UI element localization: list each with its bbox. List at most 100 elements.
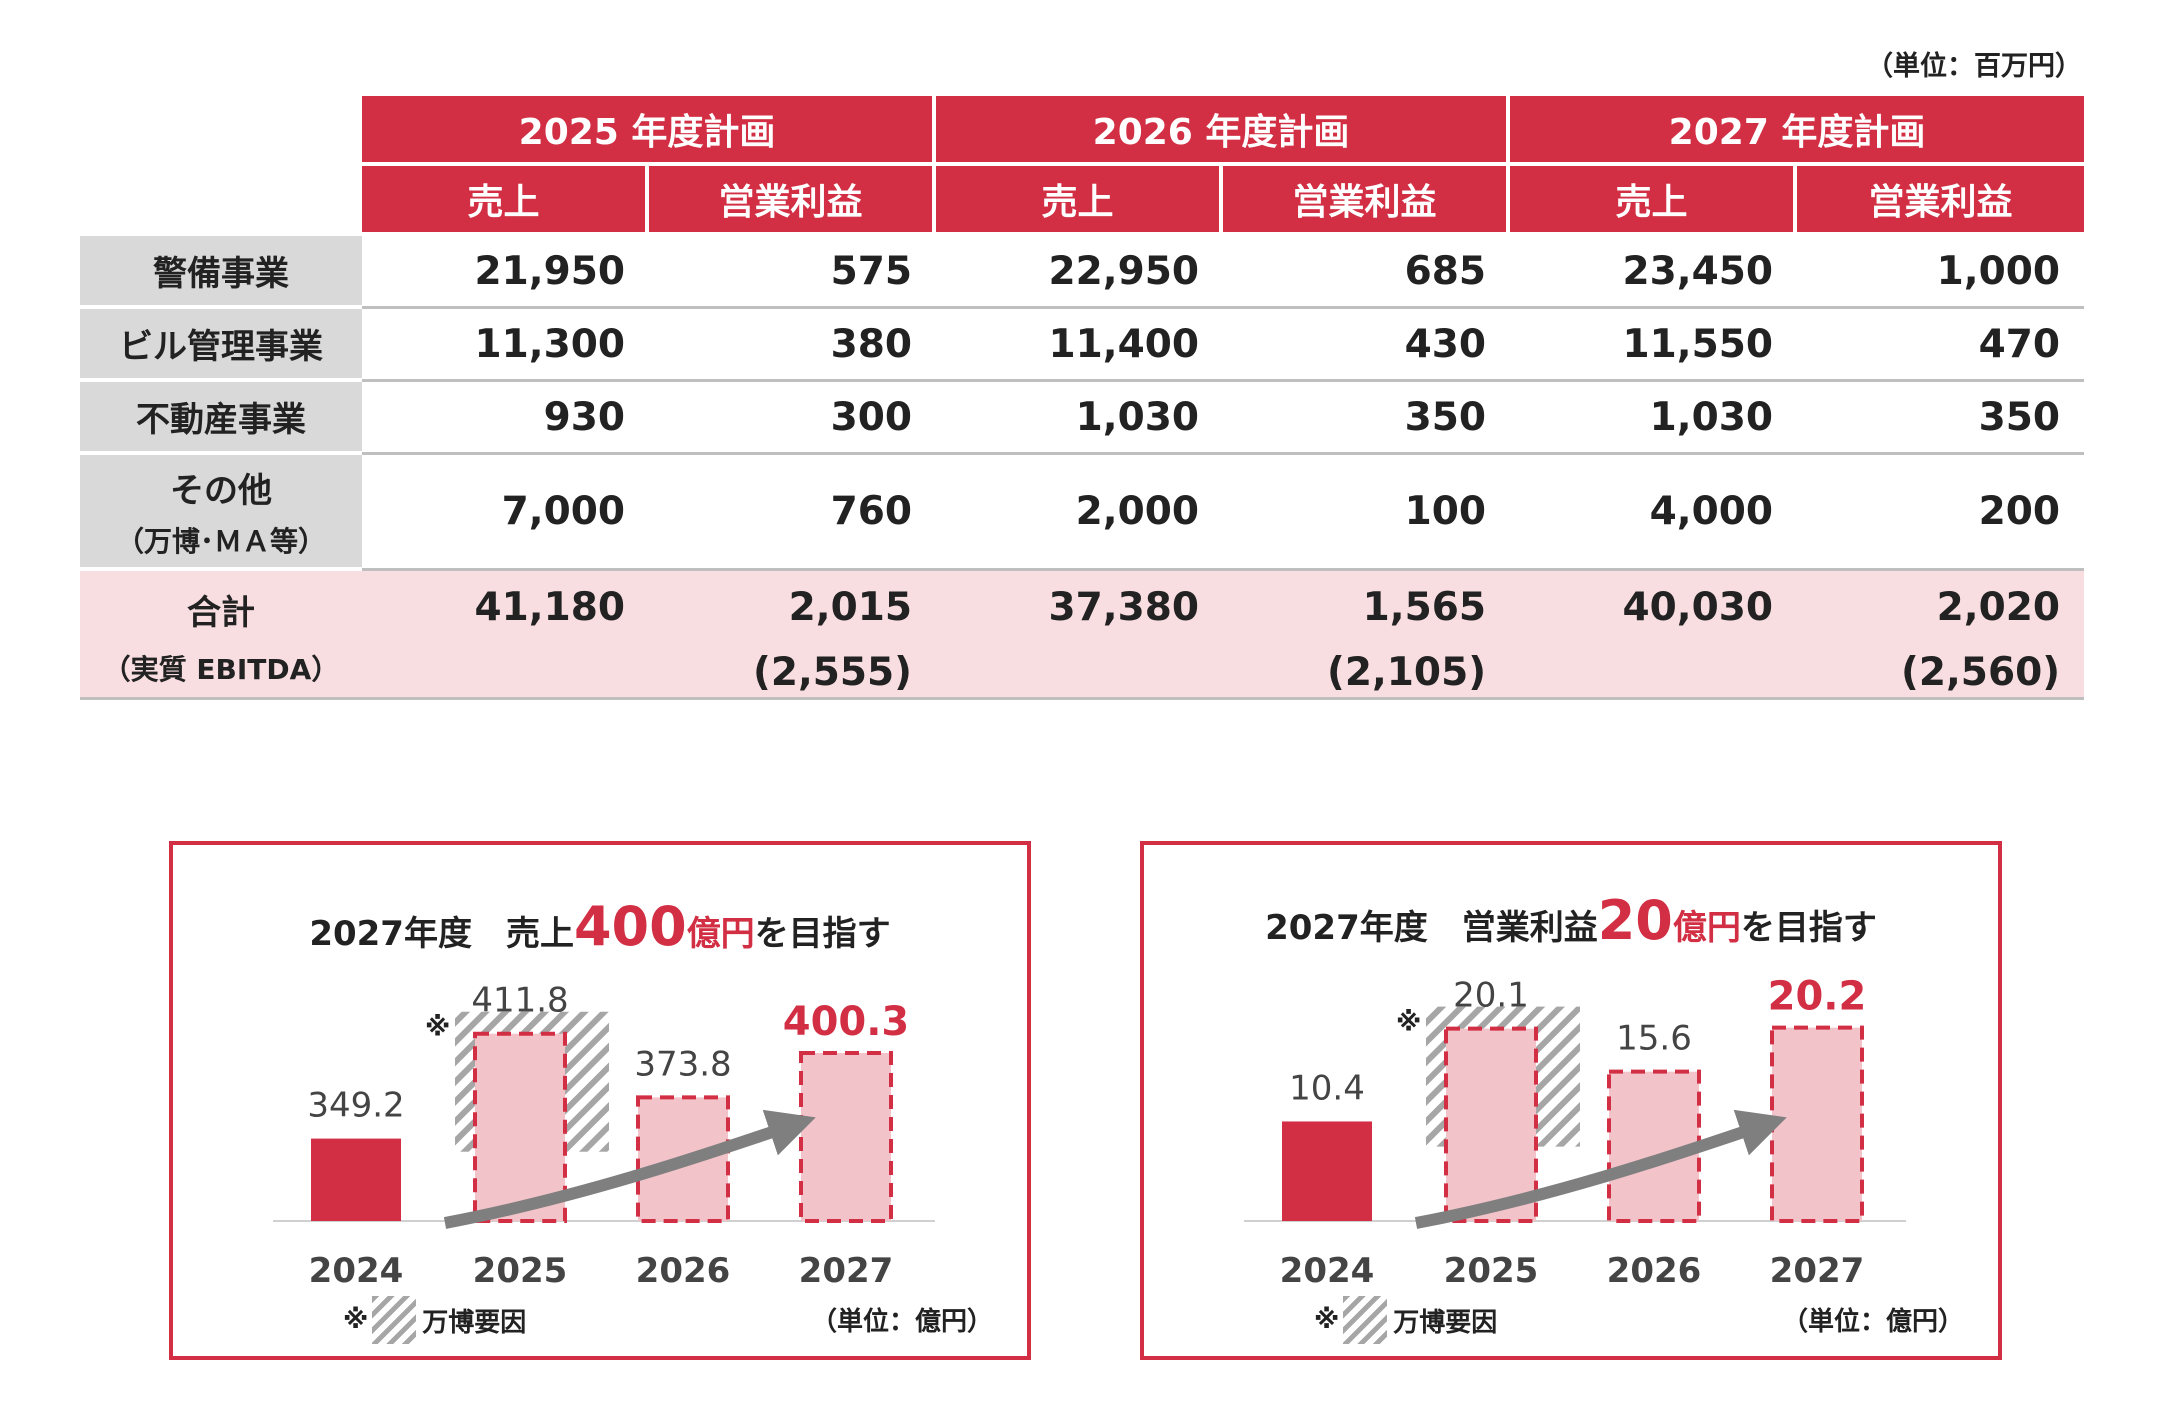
- expo-factor-mark: ※: [425, 1013, 450, 1043]
- year-header-row: 2025 年度計画 2026 年度計画 2027 年度計画: [80, 96, 2085, 166]
- sub-header: 営業利益: [1223, 166, 1511, 236]
- table-cell: 11,300: [362, 309, 649, 382]
- table-cell: 41,180: [362, 571, 649, 700]
- sub-header: 売上: [936, 166, 1224, 236]
- ebitda-value: (2,555): [753, 650, 913, 695]
- profit-chart-panel: 2027年度 営業利益20億円を目指す 10.4 2024 ※ 20.1 2025 15.…: [1140, 841, 2002, 1360]
- category-label: 2024: [309, 1251, 404, 1291]
- table-row: ビル管理事業 11,300 380 11,400 430 11,550 470: [80, 309, 2085, 382]
- table-cell: 100: [1223, 455, 1511, 571]
- table-cell: 37,380: [936, 571, 1224, 700]
- title-unit: 億円: [1672, 908, 1741, 948]
- category-label: 2024: [1280, 1251, 1375, 1291]
- total-row: 合計 （実質 EBITDA） 41,180 2,015 (2,555) 37,3…: [80, 571, 2085, 700]
- bar-plan: [473, 1031, 567, 1223]
- title-suffix: を目指す: [754, 914, 891, 954]
- table-cell: 1,000: [1797, 236, 2085, 309]
- bar-plan: [1770, 1025, 1864, 1223]
- year-header: 2027 年度計画: [1510, 96, 2085, 166]
- table-cell: 1,030: [1510, 382, 1798, 455]
- legend-mark: ※: [1314, 1305, 1340, 1335]
- category-label: 2026: [636, 1251, 731, 1291]
- sub-header: 売上: [362, 166, 649, 236]
- table-cell: 470: [1797, 309, 2085, 382]
- table-cell: 4,000: [1510, 455, 1798, 571]
- category-label: 2026: [1607, 1251, 1702, 1291]
- chart-unit: （単位：億円）: [810, 1307, 993, 1337]
- category-label: 2027: [799, 1251, 894, 1291]
- title-unit: 億円: [686, 914, 755, 954]
- table-cell: 200: [1797, 455, 2085, 571]
- unit-label: （単位：百万円）: [1866, 51, 2082, 82]
- legend-label: 万博要因: [1393, 1307, 1498, 1338]
- table-cell: 7,000: [362, 455, 649, 571]
- legend-mark: ※: [343, 1305, 369, 1335]
- row-label-sub: （実質 EBITDA）: [102, 653, 340, 686]
- ebitda-value: (2,105): [1327, 650, 1487, 695]
- chart-title: 2027年度 売上400億円を目指す: [173, 895, 1027, 958]
- row-label: 警備事業: [80, 236, 362, 309]
- row-label-sub: （万博･ＭＡ等）: [115, 524, 326, 558]
- sales-chart-panel: 2027年度 売上400億円を目指す 349.2 2024 ※ 411.8 2025 37…: [169, 841, 1031, 1360]
- category-label: 2025: [473, 1251, 568, 1291]
- table-cell: 23,450: [1510, 236, 1798, 309]
- table-cell: 2,015 (2,555): [649, 571, 937, 700]
- table-cell: 11,400: [936, 309, 1224, 382]
- table-cell: 380: [649, 309, 937, 382]
- bar-plan: [799, 1050, 893, 1223]
- table-cell: 430: [1223, 309, 1511, 382]
- table-cell: 1,565 (2,105): [1223, 571, 1511, 700]
- title-prefix: 2027年度 営業利益: [1265, 908, 1598, 948]
- sub-header-row: 売上 営業利益 売上 営業利益 売上 営業利益: [80, 166, 2085, 236]
- corner-cell: [80, 96, 362, 166]
- expo-factor-mark: ※: [1396, 1008, 1421, 1038]
- bar-plan: [1444, 1026, 1538, 1223]
- total-value: 2,020: [1936, 585, 2061, 630]
- row-label: その他 （万博･ＭＡ等）: [80, 455, 362, 571]
- title-prefix: 2027年度 売上: [309, 914, 574, 954]
- table-cell: 11,550: [1510, 309, 1798, 382]
- sales-bar-chart: 349.2 2024 ※ 411.8 2025 373.8 2026 400.3 2027: [273, 981, 935, 1291]
- trend-arrow: [443, 1109, 816, 1229]
- sub-header: 売上: [1510, 166, 1798, 236]
- category-label: 2025: [1444, 1251, 1539, 1291]
- year-header: 2025 年度計画: [362, 96, 937, 166]
- table-row: 不動産事業 930 300 1,030 350 1,030 350: [80, 382, 2085, 455]
- trend-arrow: [1414, 1109, 1787, 1229]
- total-value: 37,380: [1048, 585, 1200, 630]
- legend-hatch-swatch: [372, 1296, 417, 1344]
- row-label-main: その他: [170, 470, 272, 511]
- sub-header: 営業利益: [1797, 166, 2085, 236]
- table-cell: 22,950: [936, 236, 1224, 309]
- bar-value-label: 20.1: [1453, 976, 1529, 1016]
- table-cell: 685: [1223, 236, 1511, 309]
- legend-label: 万博要因: [422, 1307, 527, 1338]
- chart-title: 2027年度 営業利益20億円を目指す: [1144, 889, 1998, 952]
- bar-value-label: 349.2: [307, 1086, 404, 1126]
- table-row: その他 （万博･ＭＡ等） 7,000 760 2,000 100 4,000 2…: [80, 455, 2085, 571]
- legend: ※ 万博要因: [1314, 1296, 1497, 1344]
- table-cell: 21,950: [362, 236, 649, 309]
- table-cell: 40,030: [1510, 571, 1798, 700]
- table-cell: 930: [362, 382, 649, 455]
- category-label: 2027: [1770, 1251, 1865, 1291]
- table-cell: 1,030: [936, 382, 1224, 455]
- legend-hatch-swatch: [1343, 1296, 1388, 1344]
- legend: ※ 万博要因: [343, 1296, 526, 1344]
- row-label: 不動産事業: [80, 382, 362, 455]
- title-suffix: を目指す: [1740, 908, 1877, 948]
- plan-table: 2025 年度計画 2026 年度計画 2027 年度計画 売上 営業利益 売上…: [80, 96, 2085, 700]
- table-row: 警備事業 21,950 575 22,950 685 23,450 1,000: [80, 236, 2085, 309]
- table-cell: 300: [649, 382, 937, 455]
- table-cell: 2,000: [936, 455, 1224, 571]
- bar-value-label: 400.3: [783, 999, 910, 1045]
- bar-value-label: 20.2: [1768, 974, 1867, 1020]
- corner-cell: [80, 166, 362, 236]
- bar-actual: [1282, 1121, 1372, 1221]
- table-cell: 2,020 (2,560): [1797, 571, 2085, 700]
- title-target: 20: [1597, 889, 1673, 952]
- total-value: 40,030: [1622, 585, 1774, 630]
- sub-header: 営業利益: [649, 166, 937, 236]
- total-value: 41,180: [474, 585, 626, 630]
- table-cell: 760: [649, 455, 937, 571]
